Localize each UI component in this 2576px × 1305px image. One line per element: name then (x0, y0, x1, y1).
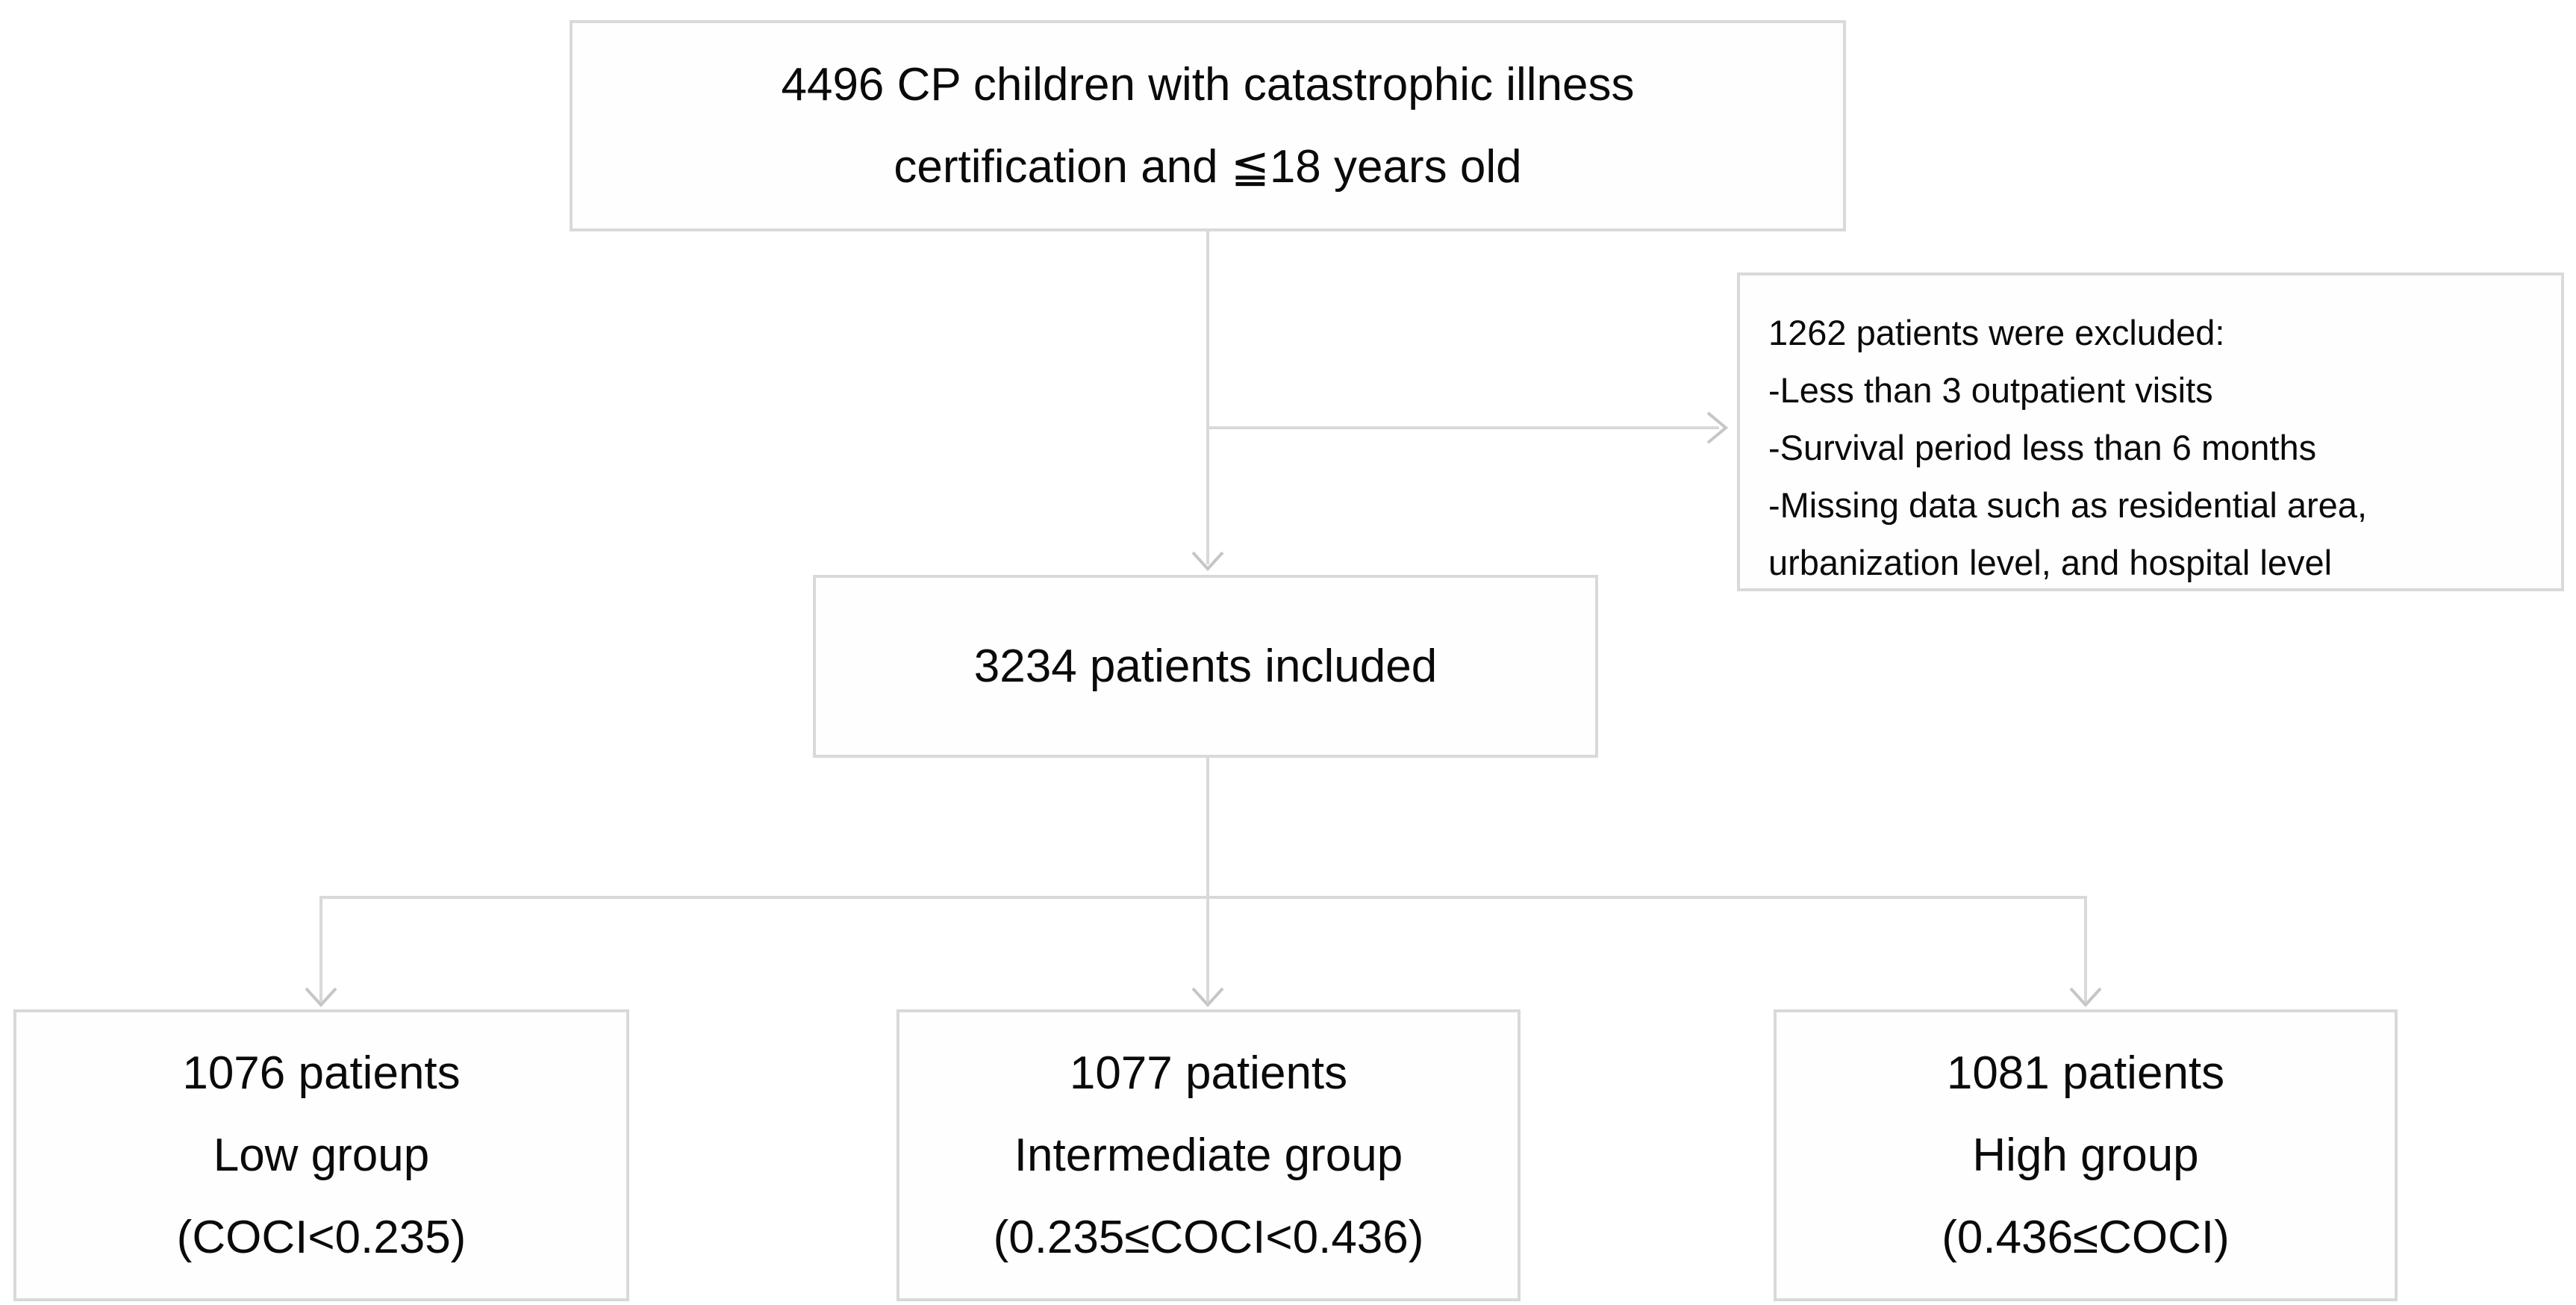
arrowhead-down-low-icon (305, 987, 337, 1007)
included-patients-label: 3234 patients included (973, 640, 1438, 692)
high-group-count: 1081 patients (1946, 1047, 2225, 1099)
low-group-count: 1076 patients (182, 1047, 461, 1099)
low-group-label: Low group (213, 1129, 430, 1181)
box-included-patients: 3234 patients included (813, 575, 1598, 758)
arrowhead-down-included-icon (1191, 551, 1224, 571)
arrowhead-right-excluded-icon (1706, 411, 1729, 444)
excluded-header: 1262 patients were excluded: (1768, 313, 2225, 352)
excluded-reason-3: -Missing data such as residential area, (1768, 485, 2368, 525)
low-group-range: (COCI<0.235) (176, 1211, 467, 1263)
high-group-label: High group (1972, 1129, 2199, 1181)
box-low-group: 1076 patients Low group (COCI<0.235) (13, 1009, 629, 1301)
box-high-group: 1081 patients High group (0.436≤COCI) (1774, 1009, 2398, 1301)
arrowhead-down-high-icon (2069, 987, 2102, 1007)
box-intermediate-group: 1077 patients Intermediate group (0.235≤… (896, 1009, 1521, 1301)
intermediate-group-count: 1077 patients (1069, 1047, 1348, 1099)
high-group-range: (0.436≤COCI) (1942, 1211, 2230, 1263)
excluded-reason-2: -Survival period less than 6 months (1768, 428, 2317, 467)
intermediate-group-range: (0.235≤COCI<0.436) (993, 1211, 1424, 1263)
total-population-line-2: certification and ≦18 years old (894, 140, 1522, 193)
intermediate-group-label: Intermediate group (1014, 1129, 1403, 1181)
excluded-reason-1: -Less than 3 outpatient visits (1768, 370, 2213, 410)
excluded-reason-3-cont: urbanization level, and hospital level (1768, 543, 2333, 582)
connector-distribution (319, 896, 2087, 1002)
arrowhead-down-intermediate-icon (1191, 987, 1224, 1007)
box-excluded-patients: 1262 patients were excluded: -Less than … (1737, 272, 2564, 591)
box-total-population: 4496 CP children with catastrophic illne… (570, 20, 1846, 231)
total-population-line-1: 4496 CP children with catastrophic illne… (781, 58, 1635, 110)
